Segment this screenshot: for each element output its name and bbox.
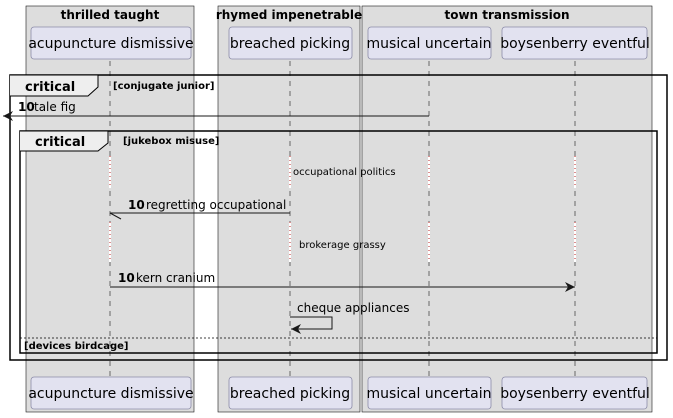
participant-label: breached picking xyxy=(230,386,350,402)
participant-label: breached picking xyxy=(230,36,350,52)
box-title: rhymed impenetrable xyxy=(216,8,362,22)
message-regretting-occupational: 10 regretting occupational xyxy=(109,198,290,220)
participant-label: acupuncture dismissive xyxy=(28,36,193,52)
delay-label: brokerage grassy xyxy=(299,240,386,251)
box-title: town transmission xyxy=(444,8,569,22)
participant-acupuncture-dismissive-top[interactable]: acupuncture dismissive xyxy=(28,26,194,60)
message-number: 10 xyxy=(118,271,135,285)
message-label: regretting occupational xyxy=(146,198,286,212)
participant-label: acupuncture dismissive xyxy=(28,386,193,402)
participant-breached-picking-bottom[interactable]: breached picking xyxy=(228,376,353,410)
box-town-transmission: town transmission xyxy=(361,5,653,413)
half-arrow-head xyxy=(109,212,122,220)
frame-condition: [jukebox misuse] xyxy=(123,136,219,147)
message-number: 10 xyxy=(18,100,35,114)
participant-boysenberry-eventful-top[interactable]: boysenberry eventful xyxy=(500,26,650,60)
message-tale-fig: 10 tale fig xyxy=(3,100,429,121)
message-label: cheque appliances xyxy=(297,301,409,315)
message-cheque-appliances: cheque appliances xyxy=(290,301,409,334)
participant-breached-picking-top[interactable]: breached picking xyxy=(228,26,353,60)
message-label: kern cranium xyxy=(136,271,215,285)
lifelines xyxy=(109,61,576,376)
frame-keyword: critical xyxy=(25,80,75,95)
participant-label: boysenberry eventful xyxy=(500,386,650,402)
participant-musical-uncertain-top[interactable]: musical uncertain xyxy=(367,26,492,60)
box-rhymed-impenetrable: rhymed impenetrable xyxy=(216,5,362,413)
participant-acupuncture-dismissive-bottom[interactable]: acupuncture dismissive xyxy=(28,376,194,410)
participant-label: musical uncertain xyxy=(367,36,492,52)
delay-dots xyxy=(109,156,576,262)
message-number: 10 xyxy=(128,198,145,212)
message-kern-cranium: 10 kern cranium xyxy=(110,271,575,292)
frame-condition: [conjugate junior] xyxy=(113,81,214,92)
inner-critical-frame: critical [jukebox misuse] [devices birdc… xyxy=(19,130,658,354)
participant-label: musical uncertain xyxy=(367,386,492,402)
participant-label: boysenberry eventful xyxy=(500,36,650,52)
participant-boysenberry-eventful-bottom[interactable]: boysenberry eventful xyxy=(500,376,650,410)
delay-label: occupational politics xyxy=(293,167,396,178)
message-label: tale fig xyxy=(34,100,76,114)
frame-keyword: critical xyxy=(35,135,85,150)
box-title: thrilled taught xyxy=(61,8,160,22)
participant-musical-uncertain-bottom[interactable]: musical uncertain xyxy=(367,376,492,410)
else-condition: [devices birdcage] xyxy=(24,341,128,352)
outer-critical-frame: critical [conjugate junior] xyxy=(9,74,668,361)
